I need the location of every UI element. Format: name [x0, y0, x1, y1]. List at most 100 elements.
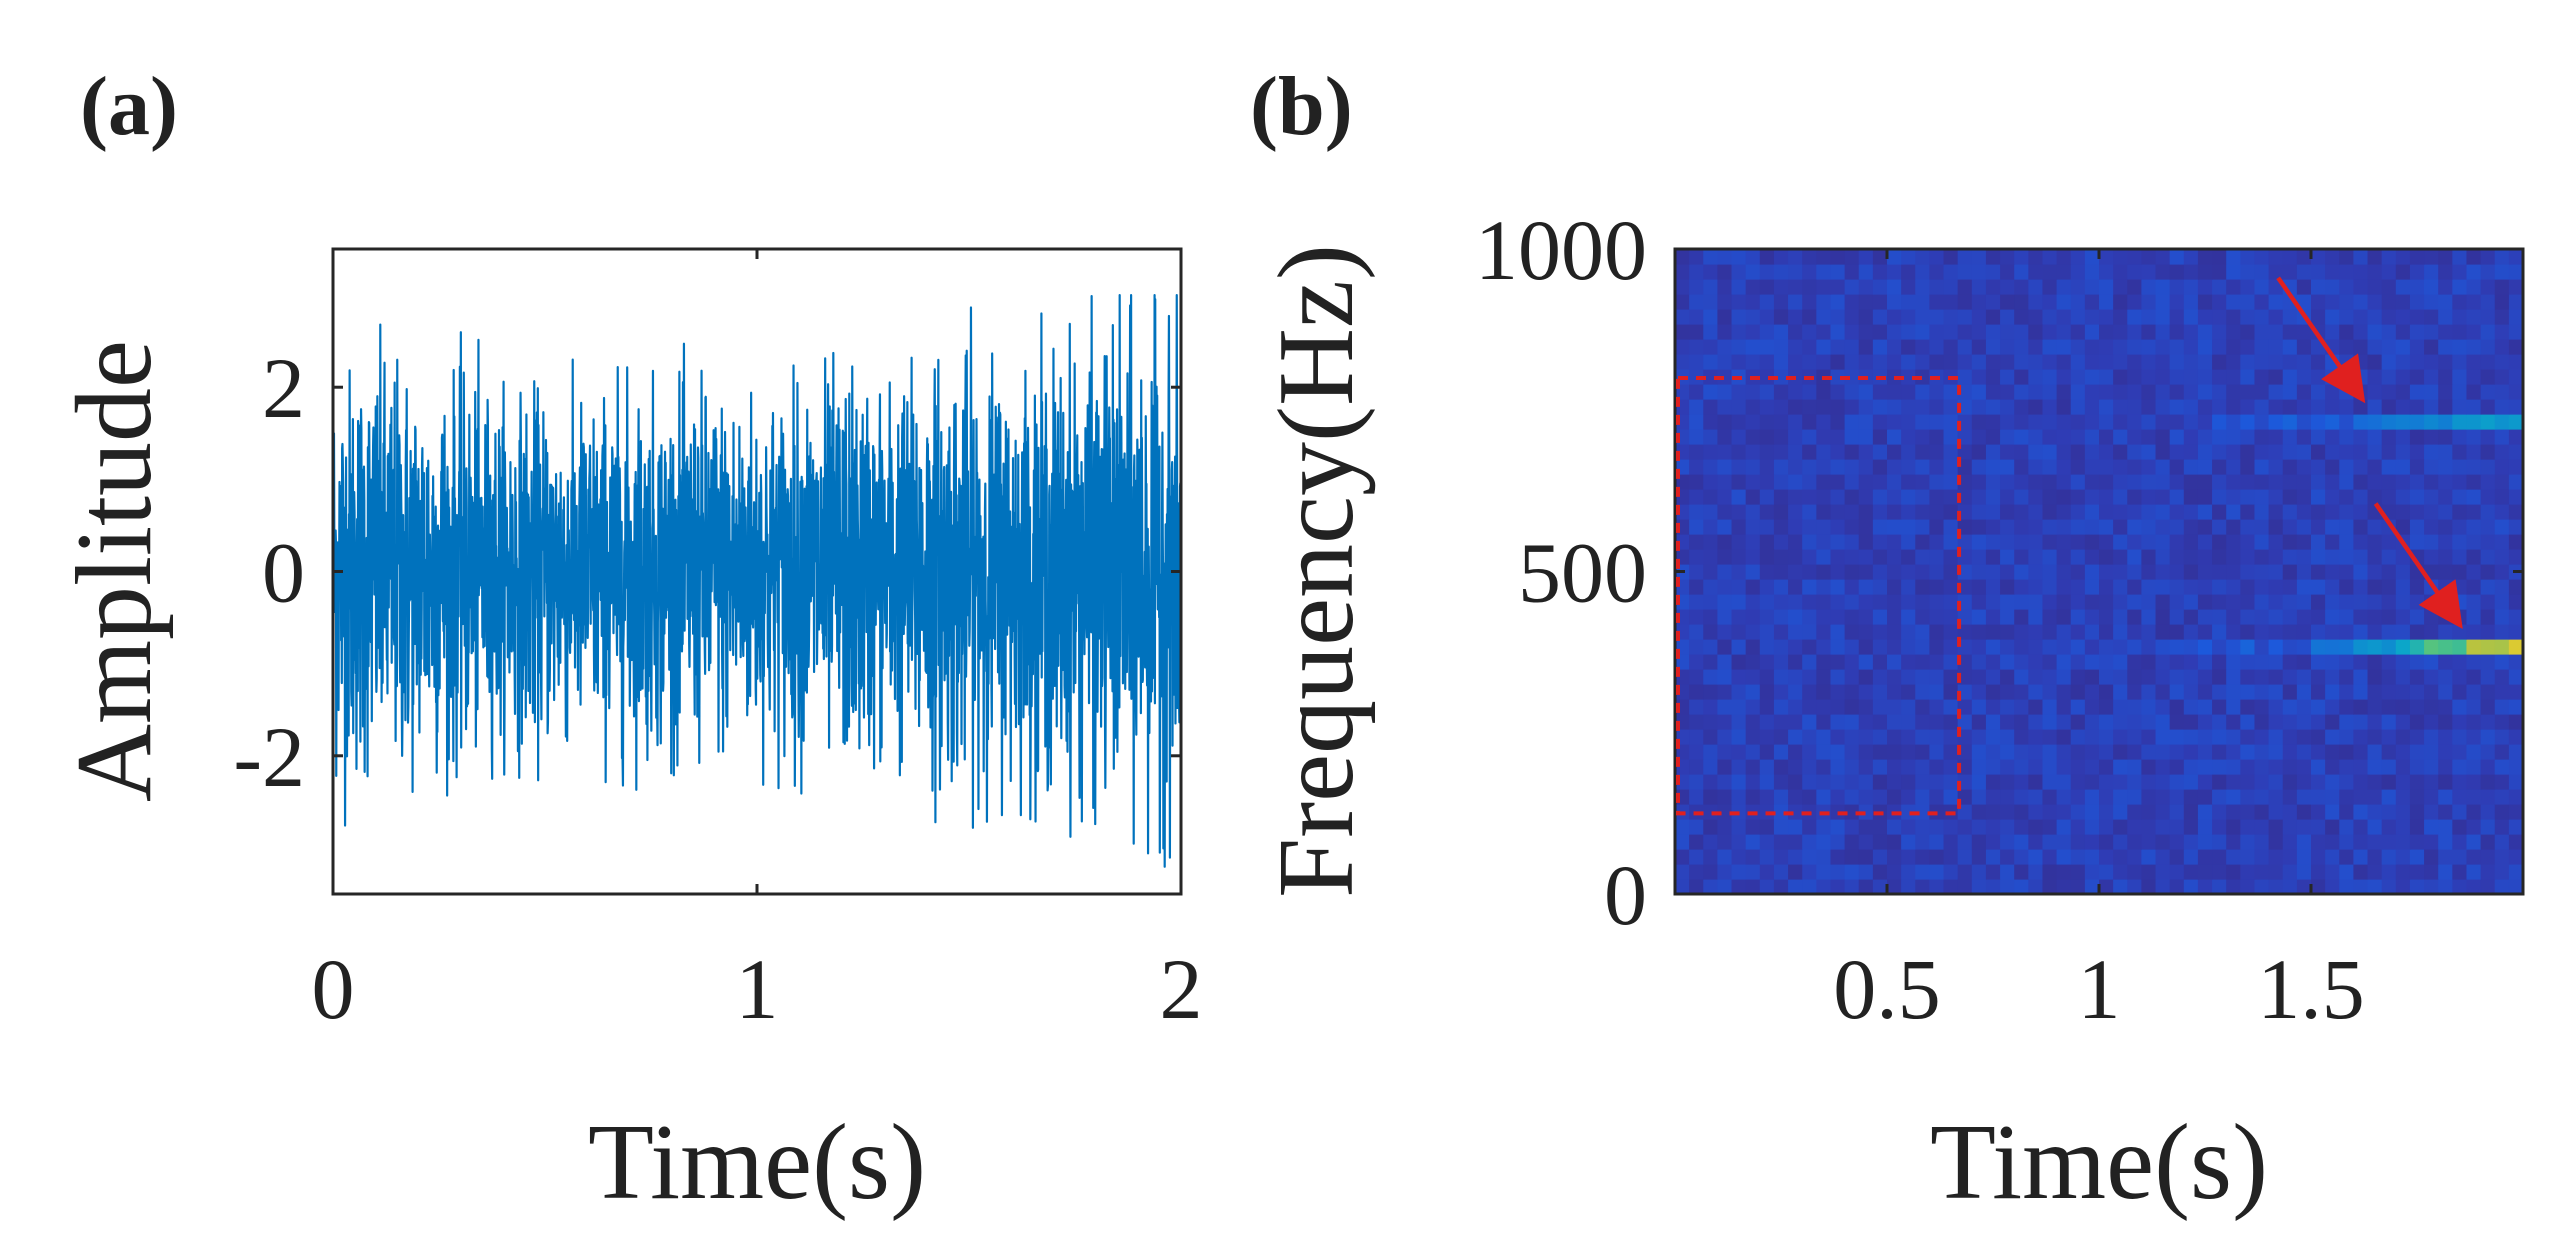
spectrogram-cell [2438, 669, 2453, 685]
spectrogram-cell [2000, 369, 2015, 385]
spectrogram-cell [1844, 354, 1860, 370]
spectrogram-cell [2240, 444, 2256, 460]
spectrogram-cell [2395, 384, 2411, 400]
spectrogram-cell [1858, 519, 1874, 535]
spectrogram-cell [1816, 834, 1832, 850]
spectrogram-cell [2438, 459, 2453, 475]
spectrogram-cell [1901, 579, 1916, 595]
spectrogram-cell [2212, 354, 2227, 370]
spectrogram-cell [2084, 639, 2100, 655]
spectrogram-cell [2268, 729, 2284, 745]
spectrogram-cell [2084, 669, 2100, 685]
spectrogram-cell [2282, 429, 2298, 445]
spectrogram-cell [1971, 774, 1987, 790]
spectrogram-cell [2056, 834, 2072, 850]
spectrogram-cell [2438, 759, 2453, 775]
spectrogram-cell [2056, 849, 2072, 865]
spectrogram-cell [1703, 819, 1718, 835]
spectrogram-cell [1844, 579, 1860, 595]
spectrogram-cell [2466, 489, 2482, 505]
spectrogram-cell [2325, 489, 2340, 505]
spectrogram-cell [1759, 444, 1775, 460]
spectrogram-cell [1887, 669, 1902, 685]
spectrogram-cell [2212, 699, 2227, 715]
spectrogram-cell [2084, 489, 2100, 505]
spectrogram-cell [2296, 669, 2312, 685]
spectrogram-cell [2381, 609, 2397, 625]
spectrogram-cell [2155, 639, 2171, 655]
spectrogram-cell [1717, 429, 1733, 445]
spectrogram-cell [2381, 444, 2397, 460]
spectrogram-cell [2367, 819, 2383, 835]
spectrogram-cell [1844, 699, 1860, 715]
spectrogram-cell [2466, 879, 2482, 894]
spectrogram-cell [1957, 309, 1973, 325]
spectrogram-cell [2367, 849, 2383, 865]
spectrogram-cell [2254, 354, 2270, 370]
spectrogram-cell [2212, 879, 2227, 894]
spectrogram-cell [2056, 489, 2072, 505]
spectrogram-cell [2000, 414, 2015, 430]
spectrogram-cell [1887, 339, 1902, 355]
spectrogram-cell [2254, 384, 2270, 400]
spectrogram-cell [1830, 879, 1846, 894]
spectrogram-cell [2466, 579, 2482, 595]
spectrogram-cell [2226, 354, 2241, 370]
spectrogram-cell [1745, 549, 1761, 565]
spectrogram-cell [1816, 474, 1832, 490]
spectrogram-cell [2395, 624, 2411, 640]
spectrogram-cell [2212, 579, 2227, 595]
spectrogram-cell [2014, 669, 2029, 685]
spectrogram-cell [1971, 819, 1987, 835]
spectrogram-cell [2381, 324, 2397, 340]
spectrogram-cell [2409, 819, 2425, 835]
spectrogram-cell [2127, 549, 2142, 565]
spectrogram-cell [1731, 609, 1747, 625]
spectrogram-cell [1703, 489, 1718, 505]
spectrogram-cell [2424, 639, 2439, 655]
spectrogram-cell [2113, 339, 2128, 355]
spectrogram-cell [2070, 819, 2086, 835]
spectrogram-cell [2084, 534, 2100, 550]
spectrogram-cell [1985, 684, 2001, 700]
spectrogram-cell [1773, 339, 1789, 355]
spectrogram-cell [2508, 639, 2523, 655]
spectrogram-cell [2508, 699, 2523, 715]
spectrogram-cell [2042, 309, 2058, 325]
spectrogram-cell [2000, 459, 2015, 475]
spectrogram-cell [2409, 429, 2425, 445]
spectrogram-cell [2466, 789, 2482, 805]
spectrogram-cell [2438, 729, 2453, 745]
spectrogram-cell [1759, 549, 1775, 565]
spectrogram-cell [1703, 399, 1718, 415]
spectrogram-cell [2438, 849, 2453, 865]
spectrogram-cell [1844, 879, 1860, 894]
spectrogram-cell [2113, 249, 2128, 265]
spectrogram-cell [1915, 624, 1930, 640]
spectrogram-cell [2409, 294, 2425, 310]
spectrogram-cell [2042, 459, 2058, 475]
spectrogram-cell [2296, 459, 2312, 475]
spectrogram-cell [1901, 834, 1916, 850]
spectrogram-cell [2395, 729, 2411, 745]
y-tick-label-a: 2 [262, 340, 305, 436]
spectrogram-cell [1745, 669, 1761, 685]
spectrogram-cell [2452, 294, 2468, 310]
spectrogram-cell [1985, 579, 2001, 595]
spectrogram-cell [1858, 594, 1874, 610]
spectrogram-cell [2070, 309, 2086, 325]
spectrogram-cell [2494, 474, 2510, 490]
spectrogram-cell [1816, 639, 1832, 655]
spectrogram-cell [1858, 474, 1874, 490]
spectrogram-cell [2466, 684, 2482, 700]
spectrogram-cell [1887, 864, 1902, 880]
spectrogram-cell [2183, 444, 2199, 460]
spectrogram-cell [2325, 474, 2340, 490]
spectrogram-cell [1971, 669, 1987, 685]
spectrogram-cell [1759, 609, 1775, 625]
spectrogram-cell [1901, 654, 1916, 670]
spectrogram-cell [1929, 564, 1945, 580]
spectrogram-cell [2169, 324, 2185, 340]
spectrogram-cell [2254, 639, 2270, 655]
spectrogram-cell [2311, 624, 2326, 640]
